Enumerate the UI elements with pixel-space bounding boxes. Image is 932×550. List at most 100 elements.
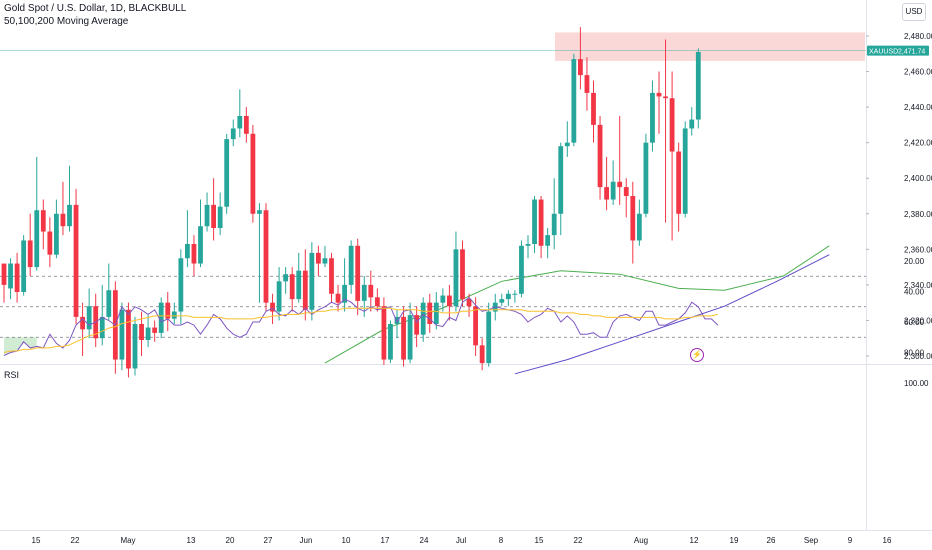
currency-button[interactable]: USD <box>902 3 926 21</box>
candle-body <box>296 270 302 300</box>
candle-body <box>499 299 505 303</box>
price-tick-label: 2,380.00 <box>904 210 932 219</box>
candle-body <box>447 295 452 307</box>
candle-body <box>440 295 446 303</box>
candle-body <box>1 263 7 285</box>
candle-body <box>198 226 203 264</box>
indicator-legend[interactable]: 50,100,200 Moving Average <box>4 16 129 27</box>
time-tick-label: 12 <box>690 536 699 545</box>
candle-body <box>355 245 361 301</box>
time-tick-label: 19 <box>730 536 739 545</box>
rsi-axis[interactable]: 100.00 80.00 60.00 40.00 20.00 <box>904 257 929 388</box>
price-tick-label: 2,420.00 <box>904 139 932 148</box>
candle-body <box>47 231 53 255</box>
candle-body <box>525 244 531 246</box>
candle-body <box>329 258 334 294</box>
time-tick-label: 20 <box>226 536 235 545</box>
candle-body <box>106 290 112 317</box>
candle-body <box>14 263 20 292</box>
candle-body <box>663 96 668 99</box>
candle-body <box>532 199 537 244</box>
candle-body <box>551 213 557 236</box>
resistance-zone-rect <box>555 32 865 61</box>
candle-body <box>270 302 275 312</box>
candle-body <box>8 263 13 289</box>
candle-body <box>211 204 216 228</box>
candle-body <box>34 210 40 268</box>
candle-body <box>27 240 33 268</box>
candle-body <box>119 309 125 360</box>
candle-body <box>578 59 583 76</box>
candle-body <box>643 142 649 214</box>
time-tick-label: 16 <box>883 536 892 545</box>
candle-body <box>433 302 439 324</box>
candle-body <box>368 284 374 298</box>
moving-averages <box>324 245 830 375</box>
candle-body <box>67 204 72 227</box>
candle-body <box>591 92 596 125</box>
moving-average-line <box>324 245 830 364</box>
candle-body <box>257 210 262 214</box>
candle-body <box>656 92 662 97</box>
price-tick-label: 2,460.00 <box>904 68 932 77</box>
time-tick-label: 27 <box>264 536 273 545</box>
price-tick-label: 2,340.00 <box>904 281 932 290</box>
candle-body <box>145 327 151 340</box>
candle-body <box>289 274 295 300</box>
price-tick-label: 2,400.00 <box>904 174 932 183</box>
candle-body <box>473 306 478 346</box>
candle-body <box>689 119 695 129</box>
candle-body <box>40 210 46 232</box>
candle-body <box>243 116 249 134</box>
candle-body <box>610 181 616 200</box>
candle-body <box>374 297 380 307</box>
time-tick-label: Aug <box>634 536 648 545</box>
candle-body <box>669 98 675 152</box>
candle-body <box>283 274 289 282</box>
rsi-series-line <box>3 296 719 357</box>
price-axis[interactable]: 2,300.00 2,320.00 2,340.00 2,360.00 2,380.00… <box>866 32 932 361</box>
time-tick-label: Sep <box>804 536 819 545</box>
rsi-tick-label: 100.00 <box>904 379 929 388</box>
candle-body <box>158 302 164 333</box>
candle-body <box>73 204 79 317</box>
price-tick-label: 2,320.00 <box>904 316 932 325</box>
lightning-icon[interactable]: ⚡ <box>690 348 704 362</box>
candle-body <box>636 213 642 241</box>
price-tag-bg <box>867 45 929 56</box>
candle-body <box>604 187 609 200</box>
candle-body <box>381 306 387 360</box>
price-tick-label: 2,360.00 <box>904 245 932 254</box>
price-tag-symbol: XAUUSD <box>869 49 898 56</box>
candle-body <box>99 316 105 339</box>
candle-body <box>427 302 433 324</box>
rsi-indicator-label[interactable]: RSI <box>4 370 20 380</box>
candle-body <box>394 316 400 324</box>
candle-body <box>695 52 701 120</box>
candlesticks[interactable] <box>1 27 701 378</box>
time-tick-label: 9 <box>848 536 853 545</box>
candle-body <box>60 213 66 227</box>
time-axis[interactable]: 15 22 May 13 20 27 Jun 10 17 24 Jul 8 15 22 Aug 12 19 26 S… <box>32 536 892 545</box>
candle-body <box>263 210 269 303</box>
candle-body <box>224 139 230 207</box>
candle-body <box>21 240 27 292</box>
candle-body <box>420 302 426 335</box>
candle-body <box>617 181 623 188</box>
candle-body <box>217 206 223 228</box>
time-tick-label: Jun <box>300 536 313 545</box>
candle-body <box>564 142 570 147</box>
time-tick-label: 22 <box>574 536 583 545</box>
candle-body <box>342 284 347 303</box>
candle-body <box>388 324 393 360</box>
candle-body <box>630 196 636 241</box>
candle-body <box>519 245 524 294</box>
candle-body <box>335 293 341 303</box>
rsi-tick-label: 20.00 <box>904 257 925 266</box>
candle-body <box>545 235 551 246</box>
candle-body <box>185 244 190 259</box>
candle-body <box>538 199 544 246</box>
candle-body <box>401 316 406 360</box>
chart-title: Gold Spot / U.S. Dollar, 1D, BLACKBULL <box>4 3 187 14</box>
